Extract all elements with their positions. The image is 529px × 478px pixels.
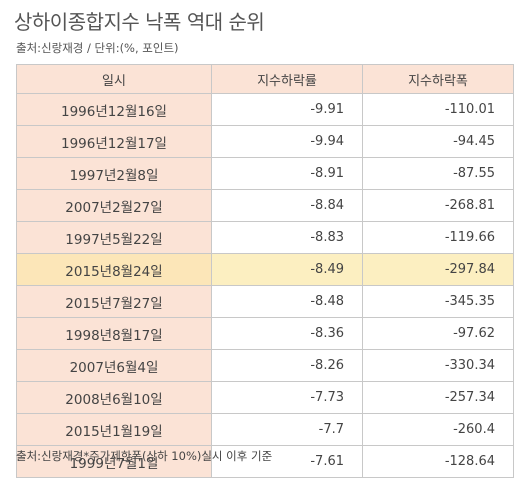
date-cell: 2015년8월24일 — [16, 253, 212, 286]
table-row: 2015년1월19일 -7.7 -260.4 — [16, 413, 514, 446]
table-row: 1998년8월17일 -8.36 -97.62 — [16, 317, 514, 350]
decline-rate-cell: -8.49 — [211, 253, 363, 286]
table-row: 2008년6월10일 -7.73 -257.34 — [16, 381, 514, 414]
date-cell: 1997년2월8일 — [16, 157, 212, 190]
column-header-decline-points: 지수하락폭 — [362, 64, 514, 94]
decline-points-cell: -260.4 — [362, 413, 514, 446]
decline-rate-cell: -8.48 — [211, 285, 363, 318]
date-cell: 1998년8월17일 — [16, 317, 212, 350]
decline-points-cell: -110.01 — [362, 93, 514, 126]
table-row: 1996년12월16일 -9.91 -110.01 — [16, 93, 514, 126]
date-cell: 2007년6월4일 — [16, 349, 212, 382]
date-cell: 1996년12월16일 — [16, 93, 212, 126]
footer-note: 출처:신랑재경*주가제한폭(상하 10%)실시 이후 기준 — [16, 449, 273, 463]
decline-rate-cell: -8.83 — [211, 221, 363, 254]
decline-points-cell: -268.81 — [362, 189, 514, 222]
table-row: 2007년2월27일 -8.84 -268.81 — [16, 189, 514, 222]
date-cell: 2015년7월27일 — [16, 285, 212, 318]
table-row: 2015년8월24일 -8.49 -297.84 — [16, 253, 514, 286]
date-cell: 2015년1월19일 — [16, 413, 212, 446]
decline-rate-cell: -7.7 — [211, 413, 363, 446]
decline-points-cell: -345.35 — [362, 285, 514, 318]
decline-points-cell: -97.62 — [362, 317, 514, 350]
table-row: 1997년5월22일 -8.83 -119.66 — [16, 221, 514, 254]
decline-points-cell: -297.84 — [362, 253, 514, 286]
table-row: 2015년7월27일 -8.48 -345.35 — [16, 285, 514, 318]
decline-points-cell: -257.34 — [362, 381, 514, 414]
table-header-row: 일시 지수하락률 지수하락폭 — [16, 64, 514, 94]
decline-rate-cell: -8.84 — [211, 189, 363, 222]
decline-rate-cell: -9.91 — [211, 93, 363, 126]
decline-rate-cell: -9.94 — [211, 125, 363, 158]
ranking-table: 일시 지수하락률 지수하락폭 1996년12월16일 -9.91 -110.01 19… — [16, 64, 514, 478]
column-header-date: 일시 — [16, 64, 212, 94]
decline-points-cell: -128.64 — [362, 445, 514, 478]
date-cell: 2008년6월10일 — [16, 381, 212, 414]
decline-points-cell: -330.34 — [362, 349, 514, 382]
decline-rate-cell: -8.91 — [211, 157, 363, 190]
date-cell: 1996년12월17일 — [16, 125, 212, 158]
source-note: 출처:신랑재경 / 단위:(%, 포인트) — [16, 41, 179, 55]
date-cell: 2007년2월27일 — [16, 189, 212, 222]
table-row: 1996년12월17일 -9.94 -94.45 — [16, 125, 514, 158]
decline-points-cell: -87.55 — [362, 157, 514, 190]
decline-points-cell: -94.45 — [362, 125, 514, 158]
decline-rate-cell: -8.26 — [211, 349, 363, 382]
date-cell: 1997년5월22일 — [16, 221, 212, 254]
table-row: 2007년6월4일 -8.26 -330.34 — [16, 349, 514, 382]
decline-rate-cell: -8.36 — [211, 317, 363, 350]
decline-rate-cell: -7.73 — [211, 381, 363, 414]
column-header-decline-rate: 지수하락률 — [211, 64, 363, 94]
table-row: 1997년2월8일 -8.91 -87.55 — [16, 157, 514, 190]
page-title: 상하이종합지수 낙폭 역대 순위 — [14, 10, 265, 34]
decline-points-cell: -119.66 — [362, 221, 514, 254]
